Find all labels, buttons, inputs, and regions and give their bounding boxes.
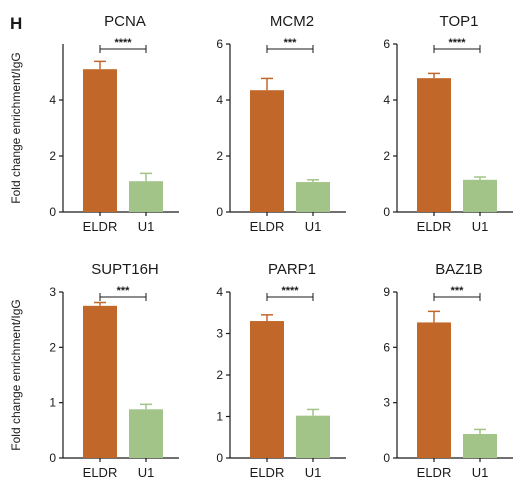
chart-panel-baz1b: BAZ1B 0 3 6 9 ELDR U1 ***	[383, 261, 513, 480]
y-tick-label: 4	[216, 93, 223, 107]
significance-stars: ****	[448, 37, 466, 49]
y-tick-label: 6	[216, 37, 223, 51]
bar-eldr	[83, 305, 117, 458]
y-tick-label: 3	[49, 285, 56, 299]
category-label-u1: U1	[138, 465, 155, 480]
bar-eldr	[417, 322, 451, 458]
significance-stars: ***	[284, 37, 298, 49]
y-tick-label: 0	[216, 205, 223, 219]
y-tick-label: 0	[383, 205, 390, 219]
chart-title: PARP1	[268, 261, 316, 278]
category-label-u1: U1	[472, 219, 489, 234]
significance-stars: ***	[117, 285, 131, 297]
y-tick-label: 0	[383, 451, 390, 465]
bar-u1	[129, 409, 163, 458]
chart-panel-pcna: PCNA 0 2 4 ELDR U1 **** Fold change enrichment/…	[9, 13, 179, 234]
chart-panel-mcm2: MCM2 0 2 4 6 ELDR U1 ***	[216, 13, 346, 234]
bar-eldr	[83, 69, 117, 212]
y-tick-label: 2	[383, 149, 390, 163]
y-tick-label: 2	[49, 149, 56, 163]
category-label-u1: U1	[138, 219, 155, 234]
bar-u1	[296, 182, 330, 212]
y-tick-label: 9	[383, 285, 390, 299]
y-tick-label: 2	[216, 149, 223, 163]
category-label-eldr: ELDR	[250, 219, 285, 234]
y-tick-label: 2	[216, 368, 223, 382]
bar-eldr	[250, 90, 284, 212]
y-tick-label: 0	[49, 205, 56, 219]
y-tick-label: 3	[383, 396, 390, 410]
chart-panel-parp1: PARP1 0 1 2 3 4 ELDR U1 ****	[216, 261, 346, 480]
bar-u1	[296, 415, 330, 458]
chart-title: MCM2	[270, 13, 314, 30]
y-tick-label: 1	[216, 410, 223, 424]
significance-stars: ****	[114, 37, 132, 49]
y-tick-label: 0	[49, 451, 56, 465]
bar-eldr	[250, 321, 284, 458]
y-tick-label: 0	[216, 451, 223, 465]
y-axis-label: Fold change enrichment/IgG	[9, 52, 23, 203]
chart-title: SUPT16H	[91, 261, 159, 278]
y-tick-label: 1	[49, 396, 56, 410]
y-tick-label: 4	[383, 93, 390, 107]
bar-eldr	[417, 78, 451, 212]
bar-u1	[463, 434, 497, 458]
chart-panel-supt16h: SUPT16H 0 1 2 3 ELDR U1 *** Fold change enrichme…	[9, 261, 179, 480]
y-tick-label: 4	[49, 93, 56, 107]
y-tick-label: 3	[216, 327, 223, 341]
y-axis-label: Fold change enrichment/IgG	[9, 299, 23, 450]
y-tick-label: 2	[49, 340, 56, 354]
category-label-u1: U1	[305, 219, 322, 234]
chart-title: TOP1	[440, 13, 479, 30]
category-label-eldr: ELDR	[417, 219, 452, 234]
category-label-u1: U1	[305, 465, 322, 480]
significance-stars: ****	[281, 285, 299, 297]
bar-u1	[463, 179, 497, 212]
category-label-eldr: ELDR	[250, 465, 285, 480]
chart-title: PCNA	[104, 13, 146, 30]
panel-label: H	[10, 14, 22, 33]
category-label-u1: U1	[472, 465, 489, 480]
category-label-eldr: ELDR	[83, 219, 118, 234]
y-tick-label: 6	[383, 340, 390, 354]
significance-stars: ***	[451, 285, 465, 297]
chart-panel-top1: TOP1 0 2 4 6 ELDR U1 ****	[383, 13, 513, 234]
y-tick-label: 6	[383, 37, 390, 51]
category-label-eldr: ELDR	[417, 465, 452, 480]
category-label-eldr: ELDR	[83, 465, 118, 480]
bar-u1	[129, 181, 163, 212]
y-tick-label: 4	[216, 285, 223, 299]
chart-title: BAZ1B	[435, 261, 483, 278]
